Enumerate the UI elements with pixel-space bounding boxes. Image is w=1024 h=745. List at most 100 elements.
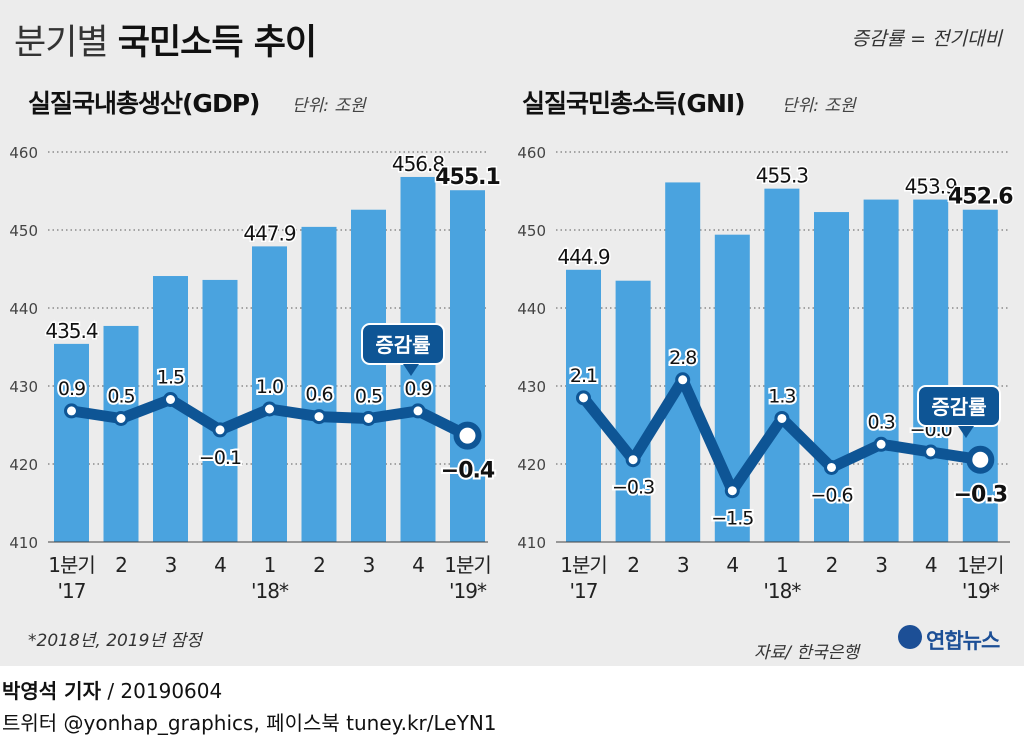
gdp-growth-label: 0.6 (305, 384, 332, 406)
gdp-x-tick-label: 2 (313, 553, 325, 577)
gdp-y-tick-label: 450 (9, 222, 38, 240)
gdp-growth-point (311, 409, 327, 425)
gdp-x-tick-label: 3 (363, 553, 375, 577)
byline: 박영석 기자 / 20190604 (2, 675, 222, 704)
gdp-growth-label: 0.9 (58, 378, 85, 400)
byline-name: 박영석 기자 (2, 679, 101, 703)
legend-note: 증감률 = 전기대비 (851, 28, 1002, 50)
gdp-unit-label: 단위: 조원 (292, 96, 366, 116)
gni-growth-point (576, 390, 591, 406)
gni-growth-point (873, 436, 889, 452)
gdp-bar (351, 209, 386, 542)
gni-bar-value-label: 444.9 (557, 245, 610, 269)
gni-bar (863, 199, 899, 542)
gni-growth-label: 0.3 (867, 411, 894, 433)
gni-growth-label: −0.6 (810, 484, 852, 506)
gdp-callout-pointer (403, 364, 419, 376)
gdp-x-tick-label: 2 (115, 553, 127, 577)
gdp-growth-point (453, 421, 482, 450)
gni-x-tick-label: '17 (570, 579, 598, 603)
gni-bar (615, 280, 651, 542)
gdp-bar (252, 246, 287, 542)
gni-bar (913, 199, 949, 542)
gni-bar-value-label: 455.3 (756, 164, 809, 188)
gdp-y-tick-label: 430 (9, 378, 38, 396)
gdp-bar-value-label: 435.4 (45, 319, 98, 343)
gni-growth-point (675, 372, 691, 388)
gni-x-tick-label: 2 (826, 553, 838, 577)
gdp-x-tick-label: 4 (214, 553, 226, 577)
gdp-growth-point (361, 411, 376, 426)
gdp-growth-label: 0.5 (355, 386, 382, 408)
gdp-growth-point (113, 411, 129, 426)
gdp-bar-value-label: 456.8 (392, 152, 445, 176)
source-label: 자료/ 한국은행 (754, 643, 859, 663)
gni-x-tick-label: 1분기 (957, 553, 1004, 577)
title-bold: 국민소득 추이 (117, 23, 317, 63)
gni-y-tick-label: 450 (517, 222, 546, 240)
gni-bar (665, 182, 701, 543)
gni-growth-point (824, 459, 839, 475)
gni-y-tick-label: 460 (517, 144, 546, 162)
gni-y-tick-label: 410 (517, 534, 546, 552)
gdp-x-tick-label: '18* (251, 579, 289, 603)
gni-x-tick-label: 3 (875, 553, 887, 577)
gdp-x-tick-label: '17 (58, 579, 86, 603)
gdp-x-tick-label: 4 (412, 553, 424, 577)
gdp-bar (450, 190, 485, 542)
gni-bar (814, 212, 849, 542)
gni-chart-title: 실질국민총소득(GNI) (522, 89, 746, 118)
gni-x-tick-label: 1 (776, 553, 788, 577)
gdp-x-tick-label: 1 (264, 553, 276, 577)
gdp-chart-title: 실질국내총생산(GDP) (28, 89, 260, 118)
gni-x-tick-label: 1분기 (560, 553, 607, 577)
gdp-y-tick-label: 440 (9, 300, 38, 318)
gdp-y-tick-label: 460 (9, 144, 38, 162)
gni-x-tick-label: 3 (677, 553, 689, 577)
gni-x-tick-label: '19* (962, 579, 1000, 603)
social-links: 트위터 @yonhap_graphics, 페이스북 tuney.kr/LeYN… (2, 711, 497, 735)
gdp-growth-point (212, 422, 228, 438)
gni-callout-pointer (958, 426, 974, 438)
yonhap-logo-icon (898, 625, 922, 649)
gdp-growth-point (262, 401, 277, 417)
gni-growth-label: −1.5 (711, 508, 753, 530)
gni-bar-value-label: 452.6 (948, 185, 1013, 210)
gni-bar (764, 188, 800, 542)
page-title: 분기별 국민소득 추이 (14, 14, 317, 65)
gdp-growth-point (410, 403, 426, 419)
gdp-growth-point (163, 392, 178, 407)
gni-growth-point (625, 452, 641, 468)
gdp-growth-label: 0.5 (107, 386, 134, 408)
gni-unit-label: 단위: 조원 (782, 96, 856, 116)
gni-y-tick-label: 430 (517, 378, 546, 396)
byline-date: / 20190604 (107, 679, 223, 703)
gdp-growth-label: 0.9 (404, 378, 431, 400)
gdp-growth-label: −0.4 (441, 459, 495, 484)
gdp-x-tick-label: '19* (449, 579, 487, 603)
gdp-x-tick-label: 1분기 (444, 553, 491, 577)
gdp-bar (103, 325, 139, 542)
gni-growth-point (966, 445, 995, 474)
gdp-bar (54, 343, 89, 542)
gni-x-tick-label: 4 (726, 553, 738, 577)
gni-growth-label: 1.3 (768, 385, 795, 407)
gdp-growth-label: 1.0 (256, 376, 283, 398)
gdp-callout-label: 증감률 (375, 333, 430, 357)
gdp-growth-point (64, 403, 79, 419)
gni-growth-point (774, 410, 790, 426)
gni-growth-label: −0.3 (954, 483, 1007, 508)
gdp-x-tick-label: 1분기 (48, 553, 95, 577)
gdp-y-tick-label: 410 (9, 534, 38, 552)
gdp-bar-value-label: 455.1 (435, 165, 500, 190)
gdp-bar (301, 226, 337, 542)
gni-bar-value-label: 453.9 (905, 175, 958, 199)
gni-y-tick-label: 420 (517, 456, 546, 474)
footnote: *2018년, 2019년 잠정 (28, 631, 202, 651)
gni-growth-label: 2.1 (570, 365, 597, 387)
gni-growth-label: −0.3 (612, 477, 654, 499)
gni-growth-point (724, 483, 740, 499)
gdp-y-tick-label: 420 (9, 456, 38, 474)
title-light: 분기별 (14, 23, 109, 63)
gdp-growth-label: −0.1 (199, 447, 241, 469)
